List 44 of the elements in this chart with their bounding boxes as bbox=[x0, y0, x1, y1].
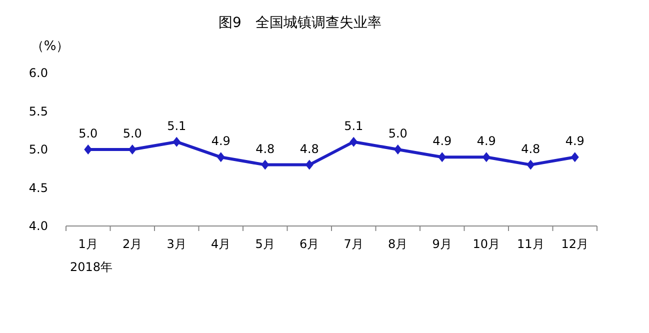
point bbox=[526, 160, 535, 170]
y-tick-label: 5.5 bbox=[28, 104, 48, 118]
x-tick-label: 7月 bbox=[344, 237, 364, 251]
data-label: 4.9 bbox=[211, 134, 230, 148]
data-label: 5.0 bbox=[122, 126, 142, 140]
data-label: 4.8 bbox=[300, 142, 319, 156]
point bbox=[261, 160, 270, 170]
x-tick-label: 11月 bbox=[516, 237, 544, 251]
point bbox=[394, 144, 402, 154]
data-label: 4.9 bbox=[565, 134, 584, 148]
data-label: 5.1 bbox=[344, 118, 364, 133]
point bbox=[570, 152, 579, 162]
data-label: 4.9 bbox=[476, 134, 496, 148]
point bbox=[350, 136, 358, 147]
x-tick-label: 5月 bbox=[255, 237, 275, 251]
y-tick-label: 4.0 bbox=[28, 219, 48, 234]
y-tick-label: 4.5 bbox=[28, 180, 48, 195]
point bbox=[438, 152, 446, 162]
x-tick-label: 9月 bbox=[432, 237, 452, 251]
x-tick-label: 1月 bbox=[78, 237, 98, 251]
x-tick-label: 12月 bbox=[561, 237, 589, 251]
x-tick-label: 3月 bbox=[166, 237, 186, 251]
point bbox=[305, 160, 314, 170]
y-tick-label: 6.0 bbox=[28, 66, 48, 80]
chart-title: 图9 全国城镇调查失业率 bbox=[218, 15, 382, 31]
data-label: 5.0 bbox=[388, 126, 408, 140]
point bbox=[84, 144, 92, 154]
point bbox=[128, 144, 136, 154]
text: 2018年 bbox=[70, 260, 113, 274]
data-label: 5.0 bbox=[78, 126, 98, 140]
data-label: 4.8 bbox=[256, 142, 275, 156]
point bbox=[482, 152, 490, 162]
x-tick-label: 2月 bbox=[122, 237, 142, 251]
point bbox=[172, 136, 181, 147]
x-tick-label: 10月 bbox=[472, 237, 500, 251]
data-label: 5.1 bbox=[167, 118, 186, 133]
point bbox=[216, 152, 225, 162]
data-label: 4.8 bbox=[521, 142, 540, 156]
x-tick-label: 6月 bbox=[300, 237, 320, 251]
x-tick-label: 8月 bbox=[388, 237, 408, 251]
y-tick-label: 5.0 bbox=[28, 142, 48, 157]
data-label: 4.9 bbox=[432, 134, 452, 148]
y-axis-title: （%） bbox=[30, 39, 70, 54]
x-tick-label: 4月 bbox=[211, 237, 231, 251]
